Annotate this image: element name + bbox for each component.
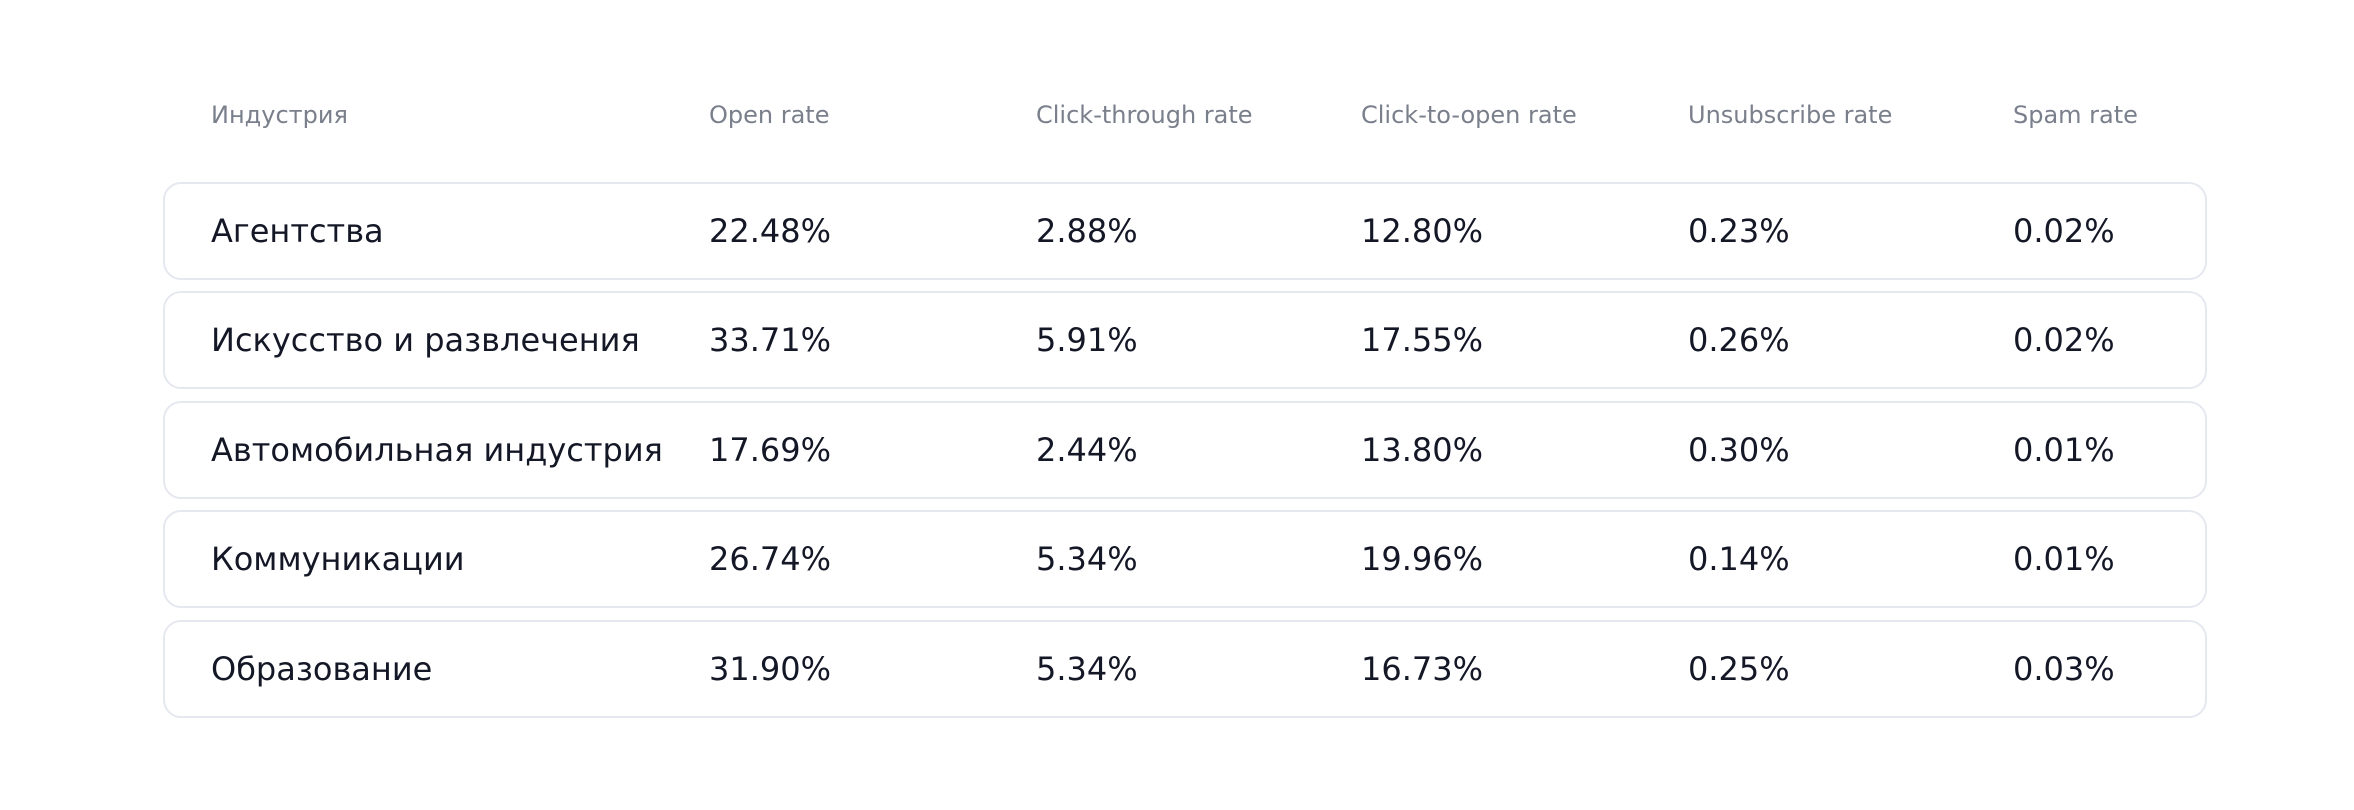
column-header: Spam rate bbox=[2013, 101, 2138, 129]
column-header: Click-to-open rate bbox=[1361, 101, 1577, 129]
metric-value: 0.26% bbox=[1688, 321, 1790, 360]
metric-value: 0.23% bbox=[1688, 212, 1790, 250]
metric-value: 0.14% bbox=[1688, 540, 1790, 579]
industry-name: Агентства bbox=[211, 212, 384, 250]
metric-value: 5.34% bbox=[1036, 649, 1138, 688]
industry-name: Коммуникации bbox=[211, 540, 465, 579]
metric-value: 33.71% bbox=[709, 321, 832, 360]
column-header: Open rate bbox=[709, 101, 830, 129]
metric-value: 5.91% bbox=[1036, 321, 1138, 360]
metric-value: 19.96% bbox=[1361, 540, 1484, 579]
metric-value: 22.48% bbox=[709, 212, 832, 250]
metric-value: 0.30% bbox=[1688, 430, 1790, 469]
metric-value: 16.73% bbox=[1361, 649, 1484, 688]
table-row: Агентства 22.48% 2.88% 12.80% 0.23% 0.02% bbox=[163, 182, 2207, 280]
metric-value: 5.34% bbox=[1036, 540, 1138, 579]
metric-value: 0.01% bbox=[2013, 540, 2115, 579]
metric-value: 0.01% bbox=[2013, 430, 2115, 469]
metric-value: 0.03% bbox=[2013, 649, 2115, 688]
metric-value: 13.80% bbox=[1361, 430, 1484, 469]
metric-value: 17.69% bbox=[709, 430, 832, 469]
metric-value: 2.44% bbox=[1036, 430, 1138, 469]
table-row: Коммуникации 26.74% 5.34% 19.96% 0.14% 0.01% bbox=[163, 510, 2207, 609]
industry-name: Искусство и развлечения bbox=[211, 321, 640, 360]
table-row: Автомобильная индустрия 17.69% 2.44% 13.80%… bbox=[163, 400, 2207, 499]
table-row: Образование 31.90% 5.34% 16.73% 0.25% 0.03% bbox=[163, 619, 2207, 718]
industry-name: Образование bbox=[211, 649, 433, 688]
column-header: Click-through rate bbox=[1036, 101, 1253, 129]
metric-value: 31.90% bbox=[709, 649, 832, 688]
metric-value: 26.74% bbox=[709, 540, 832, 579]
metric-value: 0.02% bbox=[2013, 321, 2115, 360]
metric-value: 12.80% bbox=[1361, 212, 1484, 250]
column-header: Unsubscribe rate bbox=[1688, 101, 1893, 129]
industry-name: Автомобильная индустрия bbox=[211, 430, 663, 469]
metric-value: 0.02% bbox=[2013, 212, 2115, 250]
table-row: Искусство и развлечения 33.71% 5.91% 17.55%… bbox=[163, 291, 2207, 390]
metric-value: 0.25% bbox=[1688, 649, 1790, 688]
metric-value: 17.55% bbox=[1361, 321, 1484, 360]
metric-value: 2.88% bbox=[1036, 212, 1138, 250]
column-header: Индустрия bbox=[211, 101, 348, 129]
